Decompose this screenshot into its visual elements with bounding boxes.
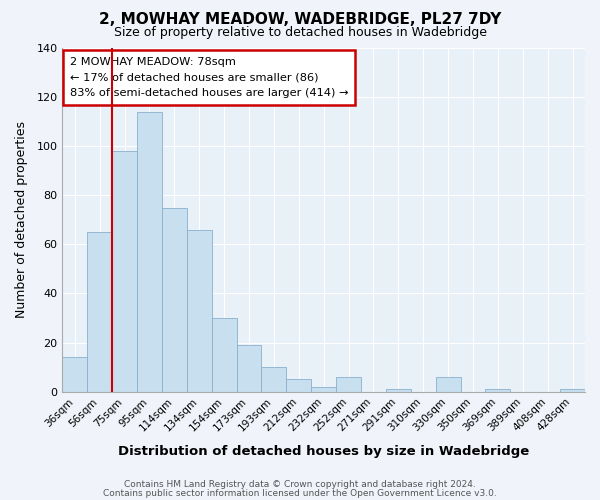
- Bar: [286, 380, 311, 392]
- Bar: [311, 387, 336, 392]
- Bar: [236, 345, 262, 392]
- Bar: [560, 389, 585, 392]
- Bar: [137, 112, 162, 392]
- Text: Size of property relative to detached houses in Wadebridge: Size of property relative to detached ho…: [113, 26, 487, 39]
- Bar: [436, 377, 461, 392]
- Bar: [262, 367, 286, 392]
- Bar: [112, 151, 137, 392]
- Y-axis label: Number of detached properties: Number of detached properties: [15, 122, 28, 318]
- Bar: [336, 377, 361, 392]
- Bar: [485, 389, 511, 392]
- X-axis label: Distribution of detached houses by size in Wadebridge: Distribution of detached houses by size …: [118, 444, 529, 458]
- Text: Contains public sector information licensed under the Open Government Licence v3: Contains public sector information licen…: [103, 488, 497, 498]
- Bar: [212, 318, 236, 392]
- Bar: [187, 230, 212, 392]
- Bar: [162, 208, 187, 392]
- Text: 2, MOWHAY MEADOW, WADEBRIDGE, PL27 7DY: 2, MOWHAY MEADOW, WADEBRIDGE, PL27 7DY: [99, 12, 501, 28]
- Bar: [87, 232, 112, 392]
- Text: 2 MOWHAY MEADOW: 78sqm
← 17% of detached houses are smaller (86)
83% of semi-det: 2 MOWHAY MEADOW: 78sqm ← 17% of detached…: [70, 56, 349, 98]
- Bar: [62, 358, 87, 392]
- Bar: [386, 389, 411, 392]
- Text: Contains HM Land Registry data © Crown copyright and database right 2024.: Contains HM Land Registry data © Crown c…: [124, 480, 476, 489]
